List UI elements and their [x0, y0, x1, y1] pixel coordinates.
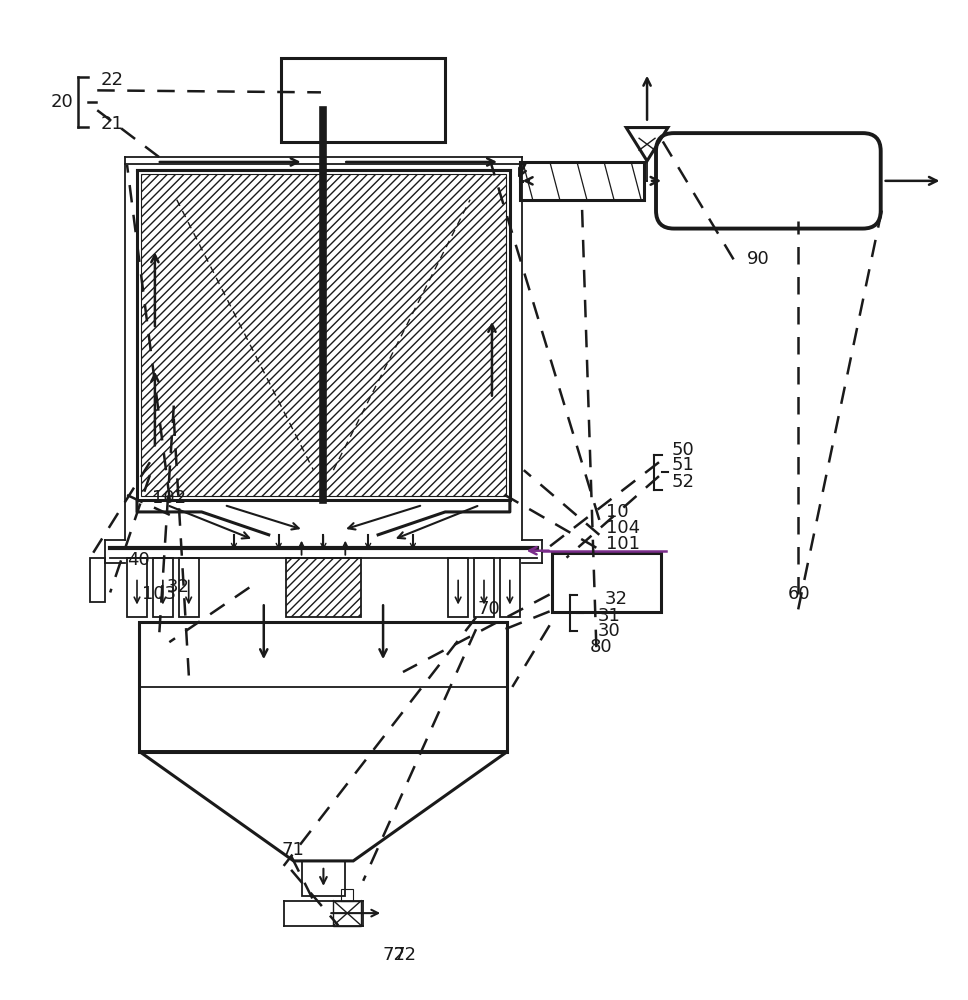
Text: 104: 104 [606, 519, 641, 537]
Bar [520, 162, 644, 200]
Text: 40: 40 [127, 551, 150, 569]
Bar [179, 558, 198, 617]
Bar [552, 553, 661, 612]
Bar [141, 174, 506, 496]
Bar [286, 558, 361, 617]
Text: 103: 103 [142, 585, 176, 603]
Text: 50: 50 [672, 441, 695, 459]
Text: 90: 90 [746, 250, 770, 268]
Text: 51: 51 [672, 456, 695, 474]
Text: 101: 101 [606, 535, 640, 553]
Text: 22: 22 [101, 71, 123, 89]
Bar [137, 170, 510, 500]
Bar [139, 622, 507, 752]
Text: 72: 72 [394, 946, 416, 964]
Bar [281, 58, 445, 142]
Bar [127, 558, 147, 617]
Bar [90, 558, 106, 602]
Text: 80: 80 [590, 638, 612, 656]
Text: 21: 21 [101, 115, 123, 133]
Text: 32: 32 [166, 578, 190, 596]
Bar [333, 901, 361, 926]
Text: 30: 30 [597, 622, 620, 640]
Text: 20: 20 [50, 93, 74, 111]
Bar [342, 889, 353, 901]
Text: 70: 70 [477, 600, 499, 618]
Bar [448, 558, 469, 617]
Bar [302, 861, 346, 896]
Text: 60: 60 [788, 585, 811, 603]
Text: 32: 32 [604, 590, 627, 608]
Text: 71: 71 [281, 841, 304, 859]
Text: 72: 72 [382, 946, 405, 964]
Text: 31: 31 [597, 607, 620, 625]
Text: 52: 52 [672, 473, 695, 491]
Bar [474, 558, 494, 617]
Text: 102: 102 [152, 489, 186, 507]
Bar [499, 558, 520, 617]
Bar [153, 558, 173, 617]
Text: 10: 10 [606, 503, 629, 521]
